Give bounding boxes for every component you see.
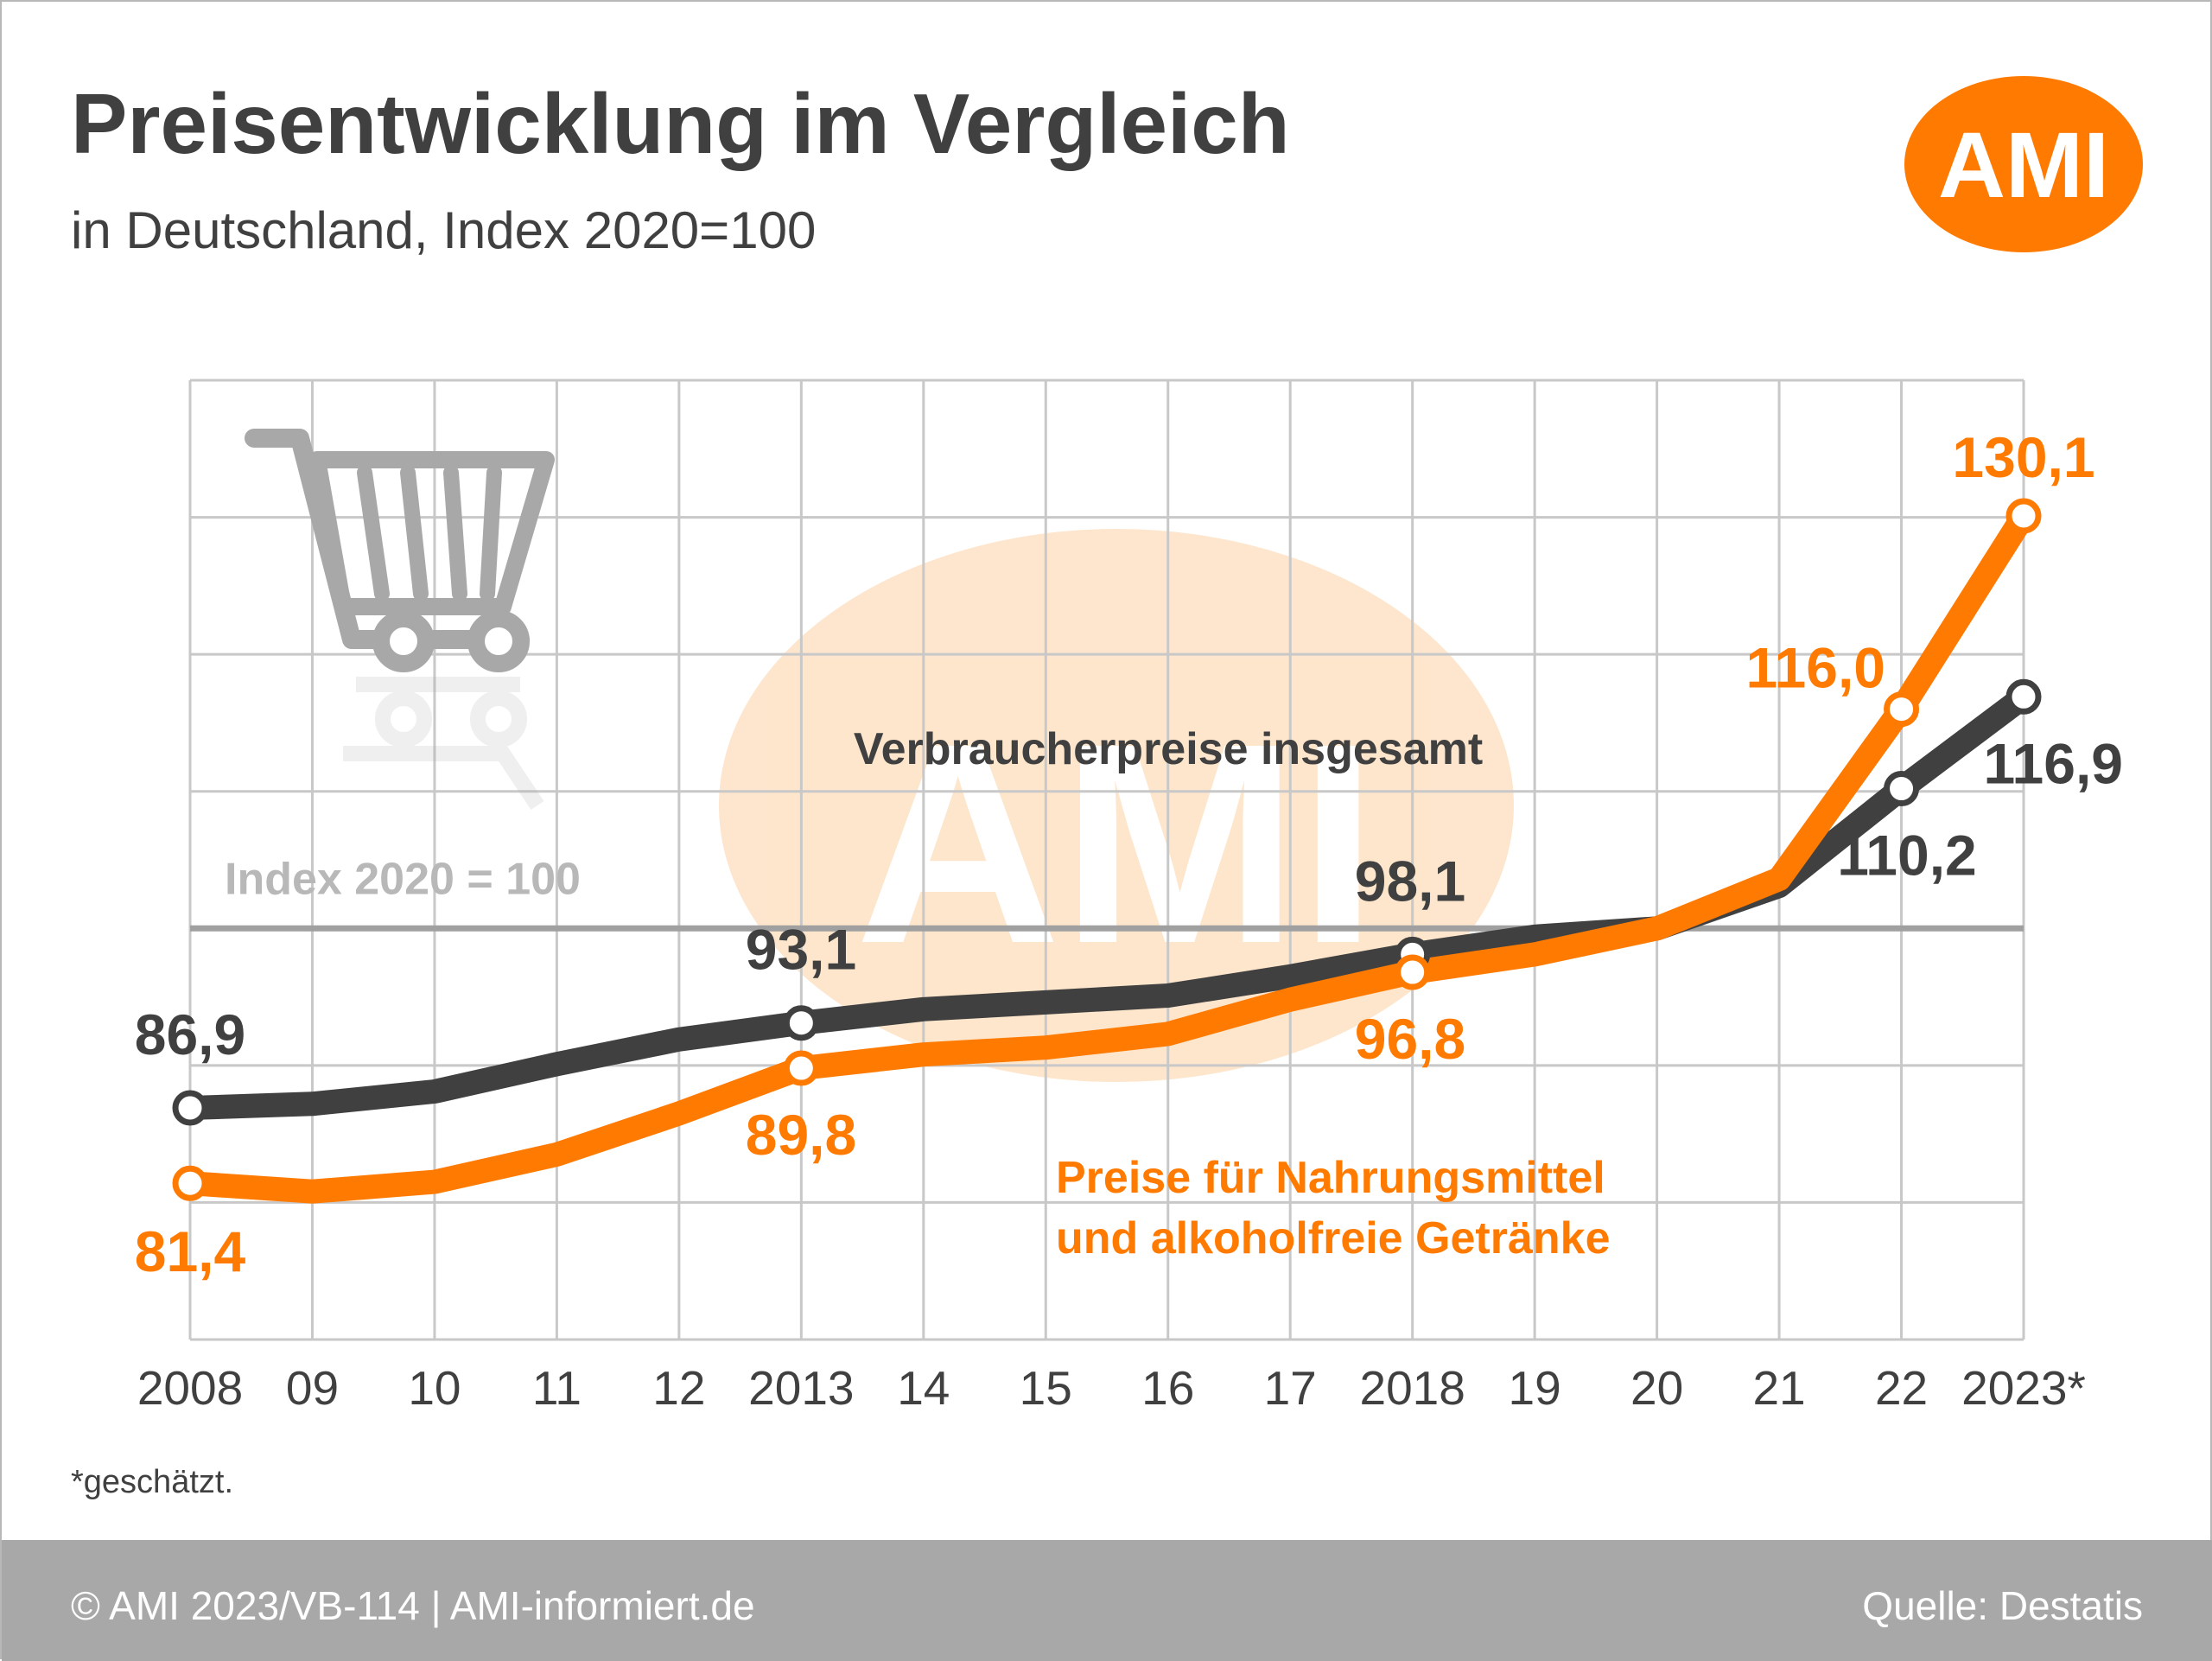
data-label: 116,0	[1745, 636, 1885, 700]
x-tick-label: 17	[1264, 1361, 1317, 1415]
data-label: 110,2	[1837, 824, 1977, 888]
x-tick-label: 20	[1630, 1361, 1683, 1415]
ami-logo-badge	[1904, 76, 2143, 252]
x-tick-label: 2013	[748, 1361, 854, 1415]
x-tick-label: 11	[532, 1361, 582, 1415]
x-tick-label: 19	[1509, 1361, 1561, 1415]
data-point-consumer-prices	[172, 1090, 208, 1126]
data-label: 130,1	[1952, 425, 2094, 489]
shopping-cart-icon	[245, 429, 555, 810]
data-label: 96,8	[1355, 1007, 1465, 1071]
data-label: 89,8	[746, 1103, 856, 1167]
ami-logo-text: AMI	[1938, 112, 2109, 217]
footer-copyright: © AMI 2023/VB-114 | AMI-informiert.de	[71, 1583, 755, 1628]
x-tick-label: 15	[1020, 1361, 1072, 1415]
x-tick-label: 14	[897, 1361, 950, 1415]
series	[172, 498, 2042, 1204]
data-point-food-prices	[172, 1165, 208, 1201]
chart-title: Preisentwicklung im Vergleich	[71, 76, 1290, 171]
x-tick-label: 21	[1752, 1361, 1805, 1415]
data-point-consumer-prices	[2005, 678, 2042, 715]
data-point-consumer-prices	[783, 1005, 819, 1041]
x-tick-label: 16	[1141, 1361, 1194, 1415]
data-label: 81,4	[135, 1219, 246, 1283]
series-label-consumer-prices: Verbraucherpreise insgesamt	[854, 724, 1483, 774]
data-point-food-prices	[1884, 691, 1920, 728]
series-label-food-prices: Preise für Nahrungsmittel	[1056, 1153, 1605, 1203]
x-tick-label: 12	[652, 1361, 705, 1415]
series-label-food-prices: und alkoholfreie Getränke	[1056, 1213, 1611, 1263]
data-label: 98,1	[1355, 849, 1465, 913]
x-tick-label: 2023*	[1961, 1361, 2086, 1415]
footnote: *geschätzt.	[71, 1464, 233, 1500]
data-point-food-prices	[783, 1050, 819, 1086]
x-tick-label: 2018	[1359, 1361, 1465, 1415]
footer-source: Quelle: Destatis	[1862, 1583, 2143, 1628]
data-point-food-prices	[1395, 954, 1431, 990]
watermark-badge	[719, 529, 1514, 1082]
ami-logo: AMI	[1904, 76, 2143, 252]
x-tick-label: 22	[1875, 1361, 1928, 1415]
labels: Index 2020 = 100 2008 09 10 11 12 2013 14 15 16 17…	[135, 425, 2123, 1415]
data-point-food-prices	[2005, 498, 2042, 534]
x-tick-label: 2008	[137, 1361, 243, 1415]
x-tick-label: 09	[286, 1361, 339, 1415]
chart-subtitle: in Deutschland, Index 2020=100	[71, 201, 816, 259]
data-label: 86,9	[135, 1002, 245, 1066]
x-tick-label: 10	[408, 1361, 461, 1415]
data-label: 93,1	[746, 918, 856, 982]
data-point-consumer-prices	[1884, 771, 1920, 807]
footer-bar	[2, 1540, 2212, 1661]
data-label: 116,9	[1983, 731, 2123, 795]
reference-line-label: Index 2020 = 100	[225, 854, 581, 904]
series-line-food-prices	[178, 504, 2036, 1204]
